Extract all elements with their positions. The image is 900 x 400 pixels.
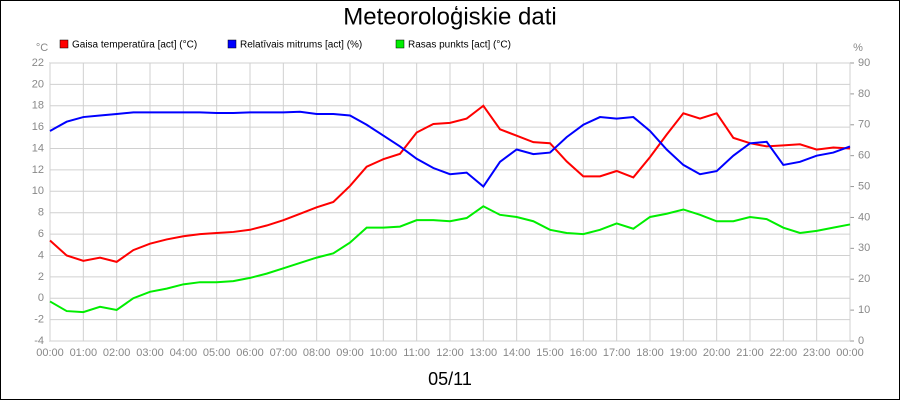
x-tick-label: 08:00 <box>303 347 331 359</box>
x-tick-label: 20:00 <box>703 347 731 359</box>
y-tick-label: 8 <box>38 207 44 219</box>
y-tick-label: -4 <box>34 335 44 347</box>
y2-tick-label: 0 <box>858 335 864 347</box>
x-tick-label: 12:00 <box>436 347 464 359</box>
y-tick-label: 16 <box>32 121 44 133</box>
y2-tick-label: 40 <box>858 211 870 223</box>
y2-tick-label: 90 <box>858 57 870 69</box>
data-line <box>49 110 851 189</box>
y2-tick-label: 30 <box>858 242 870 254</box>
data-line <box>49 205 851 314</box>
x-tick-label: 19:00 <box>670 347 698 359</box>
y-tick-label: 6 <box>38 228 44 240</box>
x-tick-label: 18:00 <box>636 347 664 359</box>
x-tick-label: 10:00 <box>370 347 398 359</box>
y-tick-label: 2 <box>38 271 44 283</box>
chart-title: Meteoroloģiskie dati <box>343 3 556 30</box>
x-tick-label: 00:00 <box>36 347 64 359</box>
x-tick-label: 07:00 <box>270 347 298 359</box>
x-tick-label: 00:00 <box>836 347 864 359</box>
y2-tick-label: 20 <box>858 273 870 285</box>
y2-tick-label: 80 <box>858 88 870 100</box>
x-tick-label: 04:00 <box>170 347 198 359</box>
y-tick-label: 22 <box>32 57 44 69</box>
x-tick-label: 01:00 <box>70 347 98 359</box>
y-tick-label: 4 <box>38 249 44 261</box>
x-tick-label: 09:00 <box>336 347 364 359</box>
x-tick-label: 21:00 <box>736 347 764 359</box>
data-line <box>49 104 851 263</box>
x-tick-label: 11:00 <box>403 347 430 359</box>
y2-tick-label: 70 <box>858 119 870 131</box>
y2-tick-label: 10 <box>858 304 870 316</box>
x-tick-label: 06:00 <box>236 347 264 359</box>
legend-swatch <box>395 39 405 49</box>
legend-label: Gaisa temperatūra [act] (°C) <box>72 40 197 51</box>
x-tick-label: 17:00 <box>603 347 631 359</box>
y-tick-label: 18 <box>32 100 44 112</box>
y-tick-label: 10 <box>32 185 44 197</box>
y-axis-unit: °C <box>36 42 48 54</box>
legend-swatch <box>59 39 69 49</box>
x-tick-label: 03:00 <box>136 347 164 359</box>
y2-tick-label: 60 <box>858 150 870 162</box>
x-axis-label: 05/11 <box>428 369 472 389</box>
y-tick-label: 20 <box>32 78 44 90</box>
x-tick-label: 22:00 <box>770 347 798 359</box>
legend-swatch <box>227 39 237 49</box>
y-tick-label: 0 <box>38 292 44 304</box>
y-tick-label: -2 <box>34 314 44 326</box>
y-tick-label: 14 <box>32 142 44 154</box>
x-tick-label: 13:00 <box>470 347 498 359</box>
x-tick-label: 16:00 <box>570 347 598 359</box>
x-tick-label: 05:00 <box>203 347 231 359</box>
x-tick-label: 23:00 <box>803 347 831 359</box>
y2-axis-unit: % <box>853 42 863 54</box>
x-tick-label: 14:00 <box>503 347 531 359</box>
x-tick-label: 15:00 <box>536 347 564 359</box>
y-tick-label: 12 <box>32 164 44 176</box>
y2-tick-label: 50 <box>858 180 870 192</box>
legend-label: Relatīvais mitrums [act] (%) <box>240 40 362 51</box>
x-tick-label: 02:00 <box>103 347 131 359</box>
legend-label: Rasas punkts [act] (°C) <box>408 40 511 51</box>
